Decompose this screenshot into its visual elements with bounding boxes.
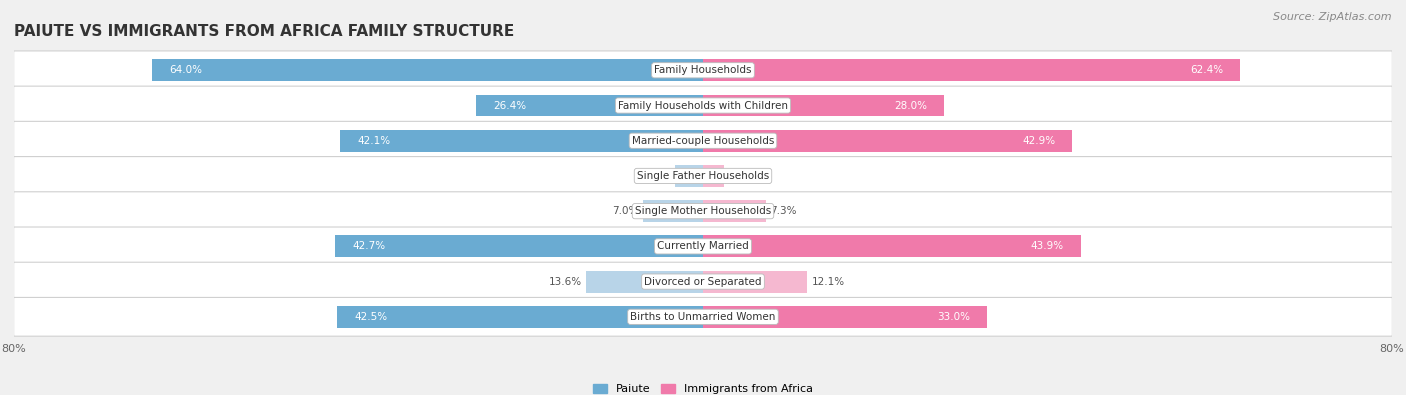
FancyBboxPatch shape — [14, 51, 1392, 90]
Text: 62.4%: 62.4% — [1189, 65, 1223, 75]
Bar — [703, 271, 807, 293]
Text: 13.6%: 13.6% — [548, 276, 582, 287]
Bar — [675, 165, 703, 187]
Text: Married-couple Households: Married-couple Households — [631, 136, 775, 146]
Text: 42.7%: 42.7% — [353, 241, 385, 251]
Bar — [152, 59, 703, 81]
Bar — [335, 235, 703, 257]
FancyBboxPatch shape — [14, 192, 1392, 231]
Text: 64.0%: 64.0% — [169, 65, 202, 75]
Text: Currently Married: Currently Married — [657, 241, 749, 251]
Text: Single Mother Households: Single Mother Households — [636, 206, 770, 216]
Text: 7.3%: 7.3% — [770, 206, 797, 216]
FancyBboxPatch shape — [14, 86, 1392, 125]
Text: 42.5%: 42.5% — [354, 312, 387, 322]
Text: Family Households with Children: Family Households with Children — [619, 100, 787, 111]
FancyBboxPatch shape — [14, 262, 1392, 301]
Text: PAIUTE VS IMMIGRANTS FROM AFRICA FAMILY STRUCTURE: PAIUTE VS IMMIGRANTS FROM AFRICA FAMILY … — [14, 24, 515, 39]
Text: 33.0%: 33.0% — [936, 312, 970, 322]
FancyBboxPatch shape — [14, 227, 1392, 266]
Bar — [703, 200, 766, 222]
Text: 7.0%: 7.0% — [612, 206, 638, 216]
Text: 43.9%: 43.9% — [1031, 241, 1064, 251]
Bar — [340, 130, 703, 152]
Bar — [586, 271, 703, 293]
Bar — [703, 130, 1073, 152]
Text: Family Households: Family Households — [654, 65, 752, 75]
Text: 42.9%: 42.9% — [1022, 136, 1056, 146]
Bar — [643, 200, 703, 222]
Text: 42.1%: 42.1% — [357, 136, 391, 146]
Bar — [703, 165, 724, 187]
Text: Births to Unmarried Women: Births to Unmarried Women — [630, 312, 776, 322]
FancyBboxPatch shape — [14, 156, 1392, 195]
Bar — [703, 59, 1240, 81]
FancyBboxPatch shape — [14, 121, 1392, 160]
Bar — [703, 306, 987, 328]
Bar — [337, 306, 703, 328]
Text: Source: ZipAtlas.com: Source: ZipAtlas.com — [1274, 12, 1392, 22]
Text: 28.0%: 28.0% — [894, 100, 927, 111]
Text: Divorced or Separated: Divorced or Separated — [644, 276, 762, 287]
Text: 3.3%: 3.3% — [644, 171, 671, 181]
Bar — [703, 235, 1081, 257]
Text: 26.4%: 26.4% — [494, 100, 526, 111]
Text: Single Father Households: Single Father Households — [637, 171, 769, 181]
Bar — [475, 94, 703, 117]
Bar — [703, 94, 945, 117]
Text: 2.4%: 2.4% — [728, 171, 755, 181]
Legend: Paiute, Immigrants from Africa: Paiute, Immigrants from Africa — [589, 379, 817, 395]
FancyBboxPatch shape — [14, 297, 1392, 336]
Text: 12.1%: 12.1% — [811, 276, 845, 287]
